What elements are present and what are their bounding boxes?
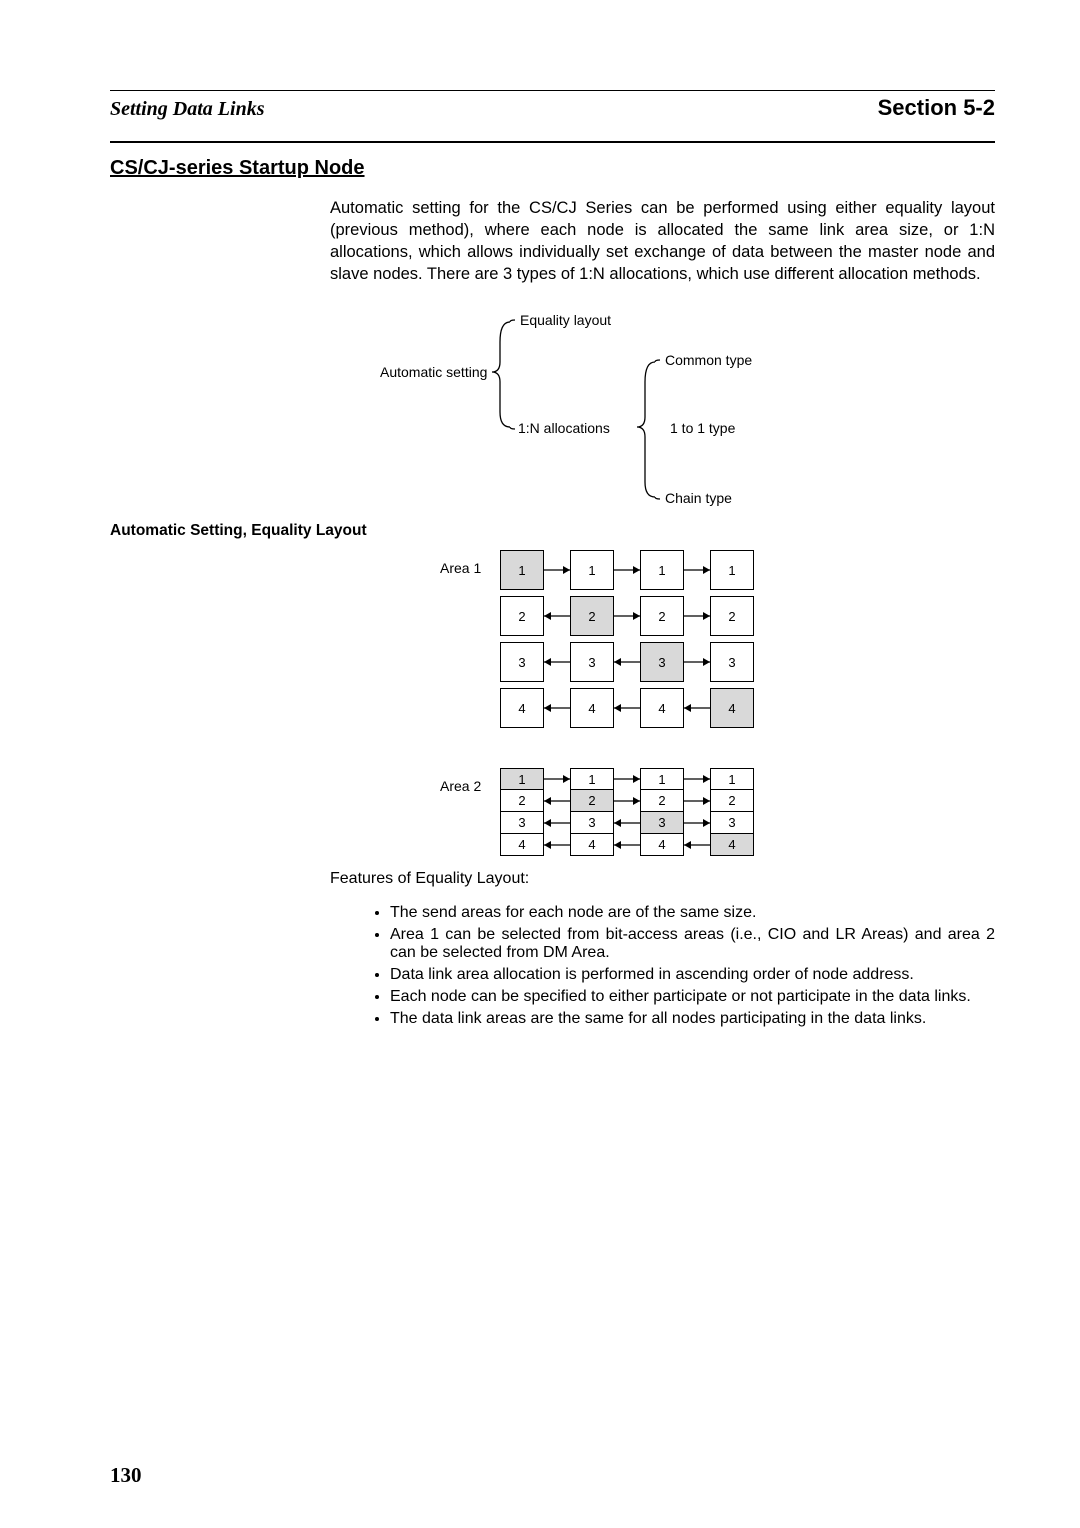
data-cell: 4 — [500, 834, 544, 856]
area2-diagram: Area 2 1234123412341234 — [500, 768, 995, 856]
area1-diagram: Area 1 1234123412341234 — [500, 550, 995, 734]
area1-label: Area 1 — [440, 560, 481, 576]
data-cell: 2 — [500, 790, 544, 812]
features-item: Area 1 can be selected from bit-access a… — [390, 926, 995, 962]
heading-cs-cj: CS/CJ-series Startup Node — [110, 157, 995, 180]
page: Setting Data Links Section 5-2 CS/CJ-ser… — [0, 0, 1080, 1528]
data-cell: 3 — [710, 812, 754, 834]
intro-paragraph: Automatic setting for the CS/CJ Series c… — [330, 197, 995, 286]
data-cell: 2 — [570, 790, 614, 812]
allocation-tree-diagram: Automatic setting Equality layout 1:N al… — [380, 302, 995, 512]
data-cell: 3 — [640, 812, 684, 834]
data-cell: 1 — [640, 768, 684, 790]
data-cell: 4 — [710, 834, 754, 856]
data-cell: 2 — [640, 790, 684, 812]
header-left: Setting Data Links — [110, 98, 264, 121]
data-cell: 1 — [570, 550, 614, 590]
data-cell: 2 — [640, 596, 684, 636]
data-cell: 4 — [710, 688, 754, 728]
header-rule-thick — [110, 141, 995, 143]
data-cell: 4 — [500, 688, 544, 728]
data-cell: 3 — [710, 642, 754, 682]
features-list: The send areas for each node are of the … — [350, 904, 995, 1028]
features-item: Data link area allocation is performed i… — [390, 966, 995, 984]
header-row: Setting Data Links Section 5-2 — [110, 95, 995, 121]
data-cell: 1 — [640, 550, 684, 590]
tree-chain-label: Chain type — [665, 490, 732, 506]
header-right: Section 5-2 — [878, 95, 995, 121]
tree-common-label: Common type — [665, 352, 752, 368]
data-cell: 4 — [640, 834, 684, 856]
tree-equality-label: Equality layout — [520, 312, 611, 328]
page-number: 130 — [110, 1463, 142, 1488]
subheading-auto-equality: Automatic Setting, Equality Layout — [110, 522, 995, 540]
tree-root-label: Automatic setting — [380, 364, 487, 380]
data-cell: 1 — [570, 768, 614, 790]
data-cell: 4 — [640, 688, 684, 728]
data-cell: 1 — [500, 550, 544, 590]
data-cell: 3 — [500, 812, 544, 834]
data-cell: 3 — [570, 642, 614, 682]
features-item: Each node can be specified to either par… — [390, 988, 995, 1006]
tree-1n-label: 1:N allocations — [518, 420, 610, 436]
data-cell: 1 — [500, 768, 544, 790]
data-cell: 1 — [710, 550, 754, 590]
data-cell: 2 — [500, 596, 544, 636]
area2-label: Area 2 — [440, 778, 481, 794]
tree-1to1-label: 1 to 1 type — [670, 420, 735, 436]
data-cell: 2 — [710, 596, 754, 636]
features-item: The send areas for each node are of the … — [390, 904, 995, 922]
tree-lines — [380, 302, 900, 512]
header-rule-thin — [110, 90, 995, 91]
data-cell: 2 — [570, 596, 614, 636]
data-cell: 2 — [710, 790, 754, 812]
data-cell: 3 — [640, 642, 684, 682]
data-cell: 1 — [710, 768, 754, 790]
data-cell: 4 — [570, 834, 614, 856]
data-cell: 4 — [570, 688, 614, 728]
features-item: The data link areas are the same for all… — [390, 1010, 995, 1028]
data-cell: 3 — [500, 642, 544, 682]
features-heading: Features of Equality Layout: — [330, 870, 995, 888]
data-cell: 3 — [570, 812, 614, 834]
